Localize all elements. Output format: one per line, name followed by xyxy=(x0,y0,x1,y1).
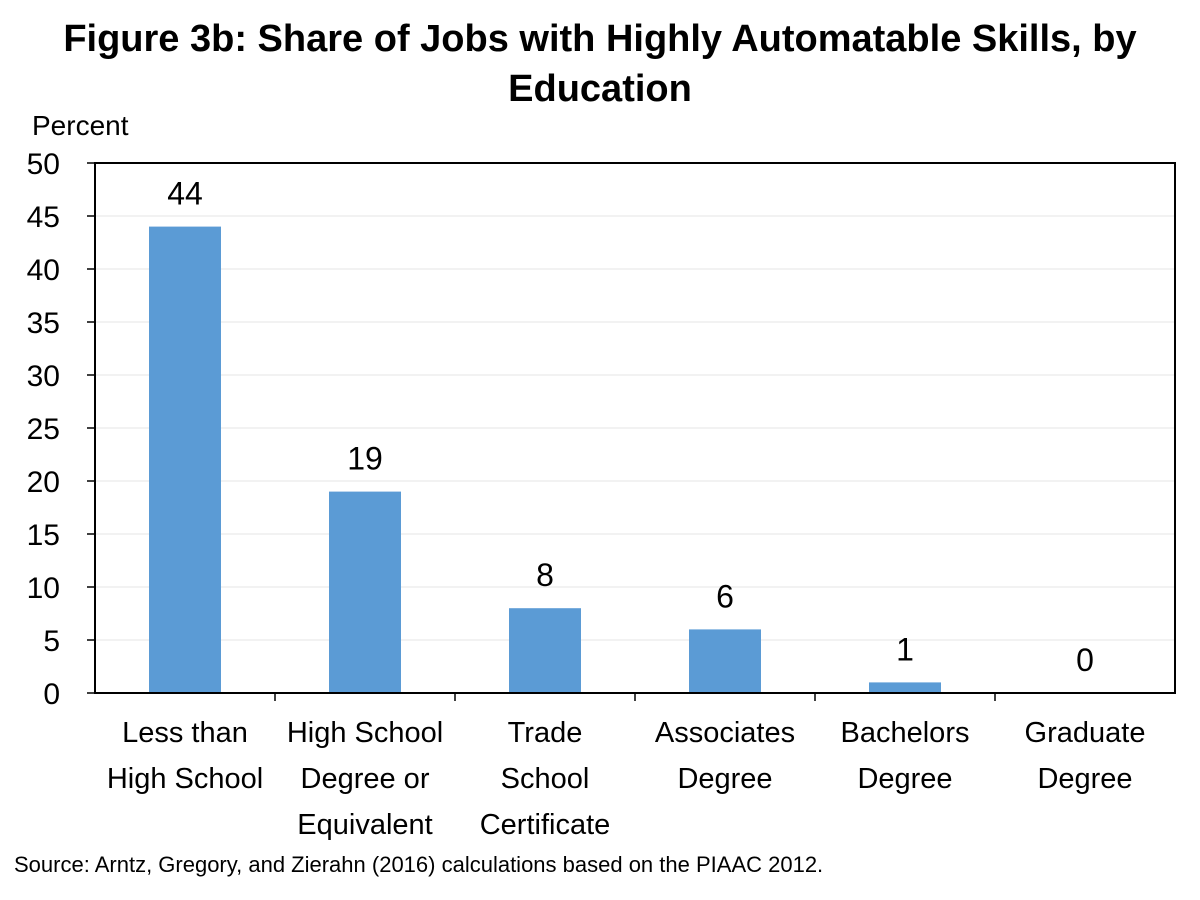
data-label: 1 xyxy=(896,631,914,667)
x-tick-label: High School xyxy=(107,763,263,795)
chart-title: Figure 3b: Share of Jobs with Highly Aut… xyxy=(0,14,1200,114)
y-tick-label: 40 xyxy=(27,254,60,287)
x-tick-label: Less than xyxy=(122,717,248,749)
y-tick-label: 10 xyxy=(27,572,60,605)
y-tick-label: 35 xyxy=(27,307,60,340)
x-tick-label: Degree xyxy=(1037,763,1132,795)
x-tick-label: Degree xyxy=(857,763,952,795)
x-tick-label: Degree or xyxy=(301,763,430,795)
data-label: 0 xyxy=(1076,642,1094,678)
bar xyxy=(329,491,401,693)
chart-title-line-1: Figure 3b: Share of Jobs with Highly Aut… xyxy=(63,18,1137,60)
bar xyxy=(869,682,941,693)
x-tick-label: Certificate xyxy=(480,809,611,841)
x-tick-label: Graduate xyxy=(1025,717,1146,749)
data-label: 8 xyxy=(536,557,554,593)
source-note: Source: Arntz, Gregory, and Zierahn (201… xyxy=(14,852,824,877)
y-tick-label: 5 xyxy=(43,625,60,658)
y-tick-label: 50 xyxy=(27,148,60,181)
x-tick-label: High School xyxy=(287,717,443,749)
x-tick-label: Equivalent xyxy=(297,809,432,841)
y-tick-label: 15 xyxy=(27,519,60,552)
x-tick-label: Associates xyxy=(655,717,795,749)
x-tick-label: Degree xyxy=(677,763,772,795)
x-tick-label: School xyxy=(501,763,590,795)
y-tick-label: 30 xyxy=(27,360,60,393)
y-tick-label: 20 xyxy=(27,466,60,499)
plot-frame xyxy=(94,162,1176,694)
y-tick-label: 25 xyxy=(27,413,60,446)
data-label: 6 xyxy=(716,578,734,614)
y-axis-label: Percent xyxy=(32,110,129,141)
bar xyxy=(509,608,581,693)
x-tick-label: Trade xyxy=(508,717,583,749)
bar xyxy=(149,226,221,693)
x-tick-label: Bachelors xyxy=(841,717,970,749)
bar xyxy=(689,629,761,693)
chart-title-line-2: Education xyxy=(508,68,692,110)
y-tick-label: 0 xyxy=(43,678,60,711)
y-tick-label: 45 xyxy=(27,201,60,234)
data-label: 19 xyxy=(347,441,383,477)
data-label: 44 xyxy=(167,176,203,212)
